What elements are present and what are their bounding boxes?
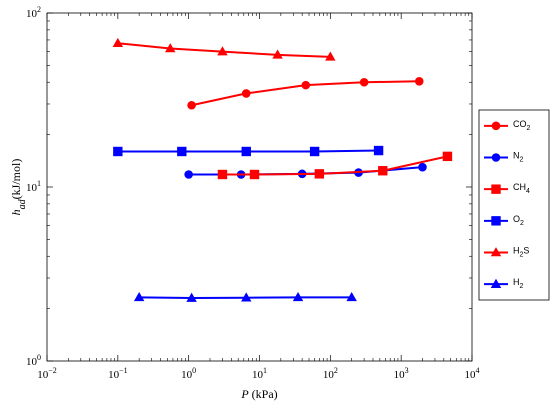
data-point [177, 146, 187, 157]
series-2 [217, 151, 453, 180]
legend-entry: H2S [513, 246, 529, 259]
data-point [217, 46, 228, 56]
data-point [133, 292, 145, 302]
data-point [249, 169, 260, 180]
legend-entry: CO2 [513, 119, 531, 132]
y-tick-label: 101 [26, 179, 41, 194]
y-tick-label: 100 [26, 353, 41, 368]
data-point [301, 80, 311, 90]
legend-marker [491, 121, 501, 131]
legend-marker [490, 247, 502, 257]
data-point [272, 49, 283, 59]
data-point [241, 89, 251, 98]
x-axis-label: P (kPa) [240, 387, 277, 401]
axes-frame [46, 12, 473, 362]
y-axis-label: had(kJ/mol) [9, 159, 28, 216]
x-tick-label: 104 [465, 366, 480, 381]
x-tick-label: 10−2 [37, 366, 57, 381]
data-point [346, 292, 357, 302]
legend-entry: N2 [513, 151, 524, 164]
data-point [292, 292, 304, 302]
x-tick-label: 101 [252, 366, 267, 381]
x-tick-label: 100 [181, 366, 196, 381]
series-5 [133, 292, 357, 302]
data-point [241, 292, 252, 302]
data-point [186, 292, 197, 302]
data-point [217, 169, 228, 180]
x-tick-label: 102 [323, 366, 338, 381]
legend-entry: CH4 [513, 182, 530, 195]
legend-marker [490, 278, 502, 288]
legend-marker [491, 216, 501, 226]
data-point [241, 146, 251, 157]
legend-entry: H2 [513, 277, 524, 290]
data-point [165, 43, 176, 53]
legend-marker [491, 153, 501, 162]
data-point [184, 170, 193, 179]
plot-area: 10−2 10−1 100 101 102 103 104 100 101 102 P (kPa) h… [9, 5, 480, 401]
y-tick-label: 102 [26, 5, 41, 20]
data-point [414, 77, 424, 86]
data-point [418, 162, 427, 172]
series-4 [112, 37, 336, 61]
series-0 [187, 77, 424, 110]
data-point [442, 151, 453, 162]
legend-marker [491, 184, 501, 194]
data-point [359, 77, 369, 87]
x-tick-label: 103 [394, 366, 409, 381]
series-3 [113, 145, 384, 157]
data-point [309, 146, 320, 157]
data-point [314, 169, 325, 179]
legend-box [478, 109, 550, 301]
x-tick-label: 10−1 [108, 366, 128, 381]
data-point [112, 37, 124, 48]
data-point [378, 166, 388, 176]
data-point [187, 100, 196, 110]
data-point [325, 51, 336, 61]
legend-entry: O2 [513, 214, 524, 227]
data-point [373, 145, 384, 156]
legend: CO2 N2 CH4 O2 H2S H2 [478, 109, 550, 301]
data-point [113, 146, 123, 157]
